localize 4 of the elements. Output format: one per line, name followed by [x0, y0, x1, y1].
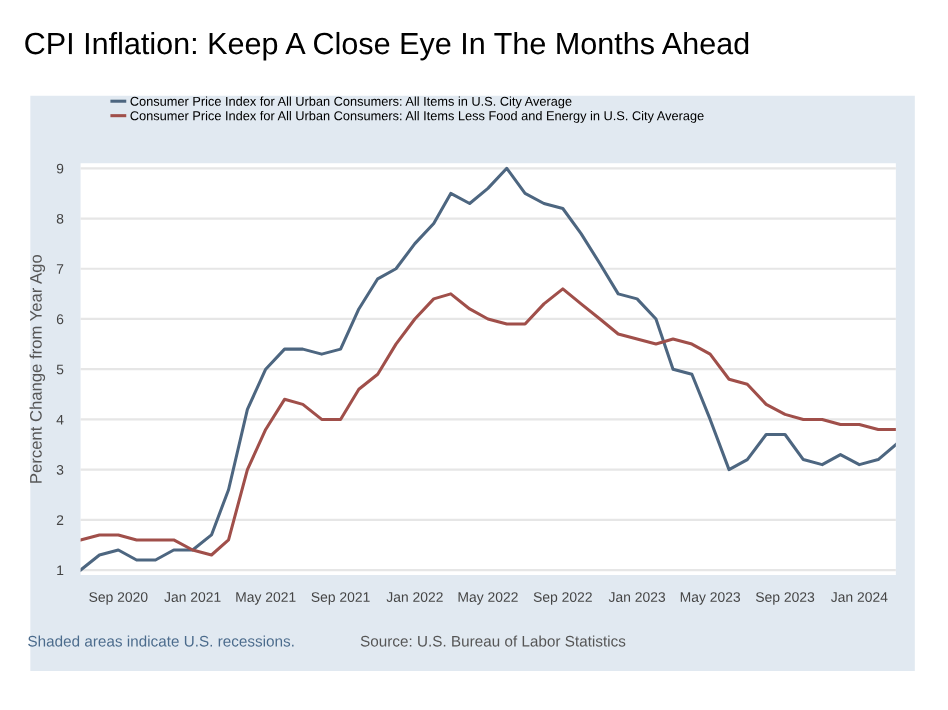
- line-series: [80, 166, 896, 572]
- chart-title: CPI Inflation: Keep A Close Eye In The Months Ahead: [25, 31, 749, 61]
- y-axis-title: Percent Change from Year Ago: [29, 254, 46, 483]
- line-series: [80, 287, 896, 557]
